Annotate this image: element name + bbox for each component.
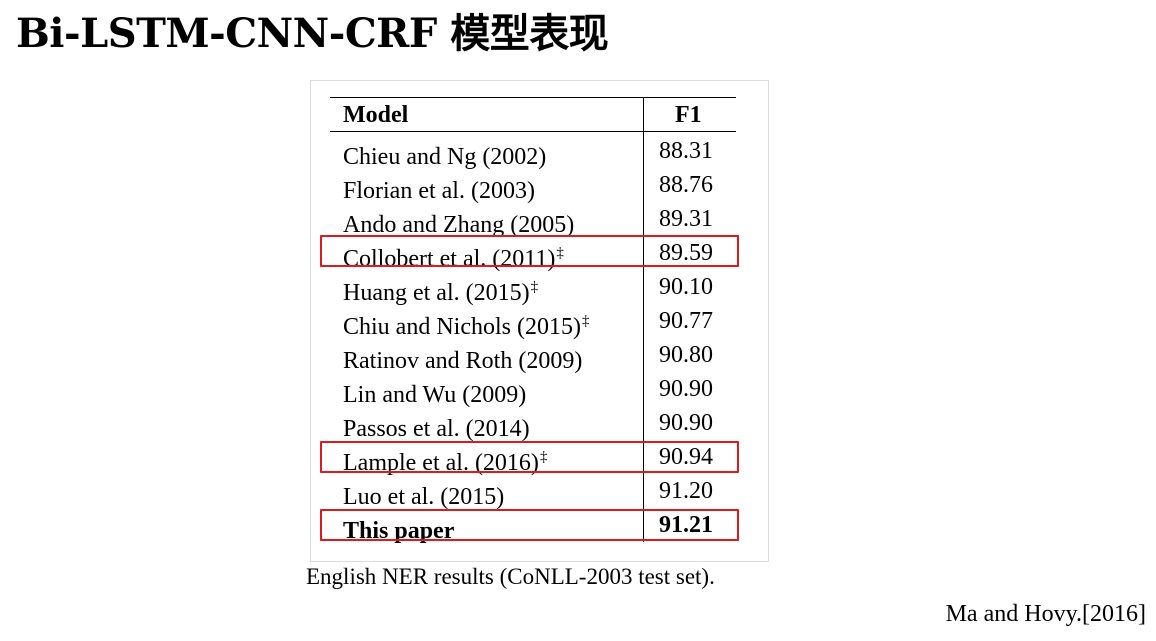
model-cell: Passos et al. (2014) — [343, 416, 530, 442]
model-cell: Huang et al. (2015)‡ — [343, 279, 539, 306]
header-model: Model — [343, 102, 409, 128]
table-caption: English NER results (CoNLL-2003 test set… — [306, 564, 715, 589]
model-cell: Luo et al. (2015) — [343, 484, 505, 510]
f1-cell: 90.10 — [659, 274, 713, 300]
table-row: Chiu and Nichols (2015)‡ 90.77 — [330, 304, 736, 340]
model-cell: Ando and Zhang (2005) — [343, 212, 575, 238]
table-row: Luo et al. (2015) 91.20 — [330, 474, 736, 510]
table-row: Passos et al. (2014) 90.90 — [330, 406, 736, 442]
table-row: Lin and Wu (2009) 90.90 — [330, 372, 736, 408]
f1-cell: 90.77 — [659, 308, 713, 334]
header-f1: F1 — [675, 102, 702, 128]
model-cell: Collobert et al. (2011)‡ — [343, 245, 564, 272]
table-row: Collobert et al. (2011)‡ 89.59 — [330, 236, 736, 272]
table-row: Chieu and Ng (2002) 88.31 — [330, 134, 736, 170]
highlight-box-lample — [320, 441, 739, 473]
table-row: Florian et al. (2003) 88.76 — [330, 168, 736, 204]
model-cell: Ratinov and Roth (2009) — [343, 348, 583, 374]
highlight-box-this-paper — [320, 509, 739, 541]
f1-cell: 91.21 — [659, 512, 713, 538]
f1-cell: 91.20 — [659, 478, 713, 504]
model-cell: Chieu and Ng (2002) — [343, 144, 547, 170]
table-row: Ratinov and Roth (2009) 90.80 — [330, 338, 736, 374]
table-column-divider — [643, 97, 644, 542]
f1-cell: 90.90 — [659, 376, 713, 402]
f1-cell: 88.76 — [659, 172, 713, 198]
highlight-box-collobert — [320, 235, 739, 267]
results-table-figure: Model F1 Chieu and Ng (2002) 88.31 Flori… — [310, 80, 769, 562]
f1-cell: 89.31 — [659, 206, 713, 232]
slide-title: Bi-LSTM-CNN-CRF 模型表现 — [16, 10, 609, 57]
model-cell: Chiu and Nichols (2015)‡ — [343, 313, 590, 340]
table-row: Huang et al. (2015)‡ 90.10 — [330, 270, 736, 306]
citation: Ma and Hovy.[2016] — [945, 601, 1146, 627]
table-row: Ando and Zhang (2005) 89.31 — [330, 202, 736, 238]
table-top-rule — [330, 97, 736, 98]
f1-cell: 88.31 — [659, 138, 713, 164]
table-header-row: Model F1 — [330, 98, 736, 132]
f1-cell: 89.59 — [659, 240, 713, 266]
model-cell: Lin and Wu (2009) — [343, 382, 527, 408]
model-cell: Florian et al. (2003) — [343, 178, 535, 204]
table-header-rule — [330, 131, 736, 132]
f1-cell: 90.94 — [659, 444, 713, 470]
f1-cell: 90.90 — [659, 410, 713, 436]
f1-cell: 90.80 — [659, 342, 713, 368]
